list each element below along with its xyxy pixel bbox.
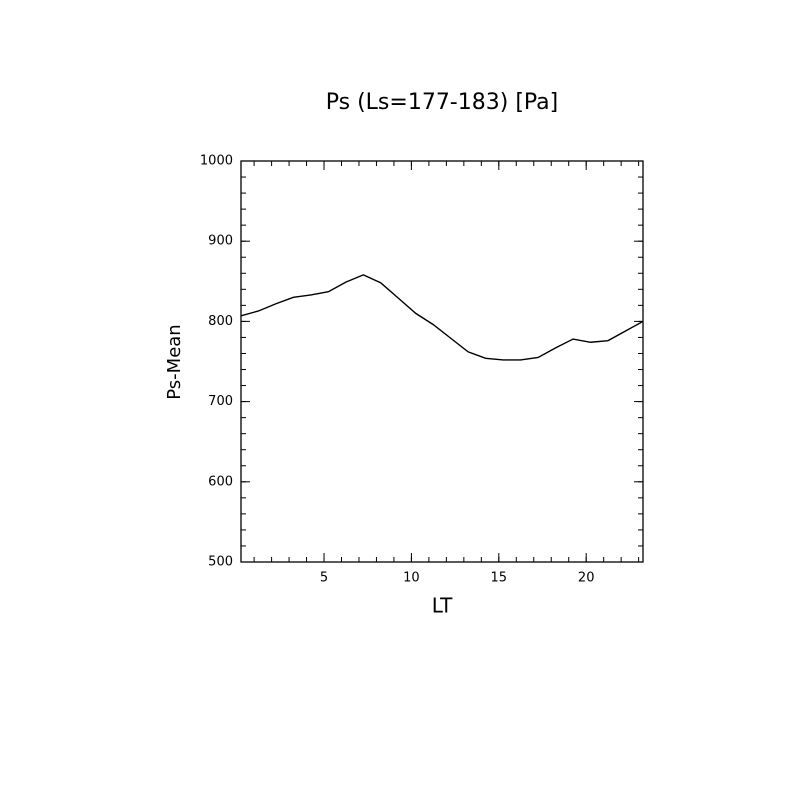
x-tick-label: 15 bbox=[491, 571, 508, 586]
x-tick-label: 5 bbox=[320, 571, 328, 586]
y-axis-label: Ps-Mean bbox=[164, 324, 185, 399]
y-tick-label: 900 bbox=[208, 234, 233, 249]
x-tick-label: 10 bbox=[403, 571, 420, 586]
y-tick-label: 500 bbox=[208, 555, 233, 570]
y-tick-label: 600 bbox=[208, 474, 233, 489]
x-tick-label: 20 bbox=[578, 571, 595, 586]
y-tick-label: 800 bbox=[208, 314, 233, 329]
y-tick-label: 1000 bbox=[200, 154, 233, 169]
plot-frame bbox=[240, 160, 644, 563]
x-axis-label: LT bbox=[432, 594, 453, 618]
data-line bbox=[240, 274, 644, 361]
chart-title: Ps (Ls=177-183) [Pa] bbox=[326, 90, 559, 115]
y-tick-label: 700 bbox=[208, 394, 233, 409]
